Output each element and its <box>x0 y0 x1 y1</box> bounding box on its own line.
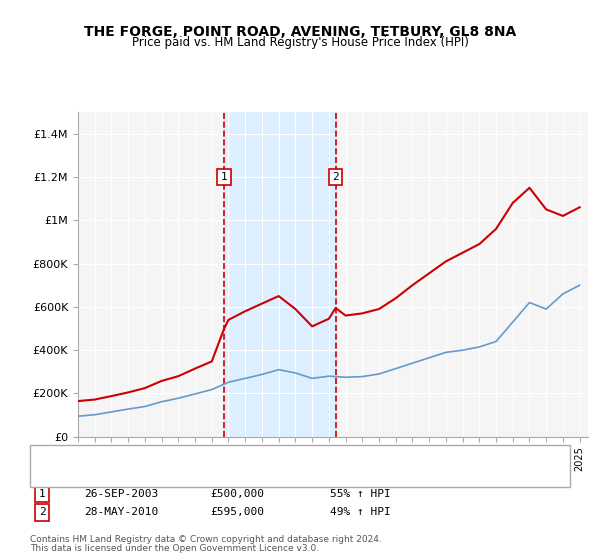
Text: This data is licensed under the Open Government Licence v3.0.: This data is licensed under the Open Gov… <box>30 544 319 553</box>
Text: 2: 2 <box>38 507 46 517</box>
Text: 26-SEP-2003: 26-SEP-2003 <box>84 489 158 499</box>
Text: 55% ↑ HPI: 55% ↑ HPI <box>330 489 391 499</box>
Bar <box>224 112 335 437</box>
Text: THE FORGE, POINT ROAD, AVENING, TETBURY, GL8 8NA (detached house): THE FORGE, POINT ROAD, AVENING, TETBURY,… <box>90 450 475 460</box>
Text: HPI: Average price, detached house, Cotswold: HPI: Average price, detached house, Cots… <box>90 461 331 471</box>
Text: 49% ↑ HPI: 49% ↑ HPI <box>330 507 391 517</box>
Text: Price paid vs. HM Land Registry's House Price Index (HPI): Price paid vs. HM Land Registry's House … <box>131 36 469 49</box>
Text: ———: ——— <box>48 448 89 461</box>
Text: THE FORGE, POINT ROAD, AVENING, TETBURY, GL8 8NA: THE FORGE, POINT ROAD, AVENING, TETBURY,… <box>84 25 516 39</box>
Text: £500,000: £500,000 <box>210 489 264 499</box>
Text: Contains HM Land Registry data © Crown copyright and database right 2024.: Contains HM Land Registry data © Crown c… <box>30 535 382 544</box>
Text: 1: 1 <box>221 172 227 182</box>
Text: 2: 2 <box>332 172 339 182</box>
Text: £595,000: £595,000 <box>210 507 264 517</box>
Text: 28-MAY-2010: 28-MAY-2010 <box>84 507 158 517</box>
Text: ———: ——— <box>48 459 89 473</box>
Text: 1: 1 <box>38 489 46 499</box>
